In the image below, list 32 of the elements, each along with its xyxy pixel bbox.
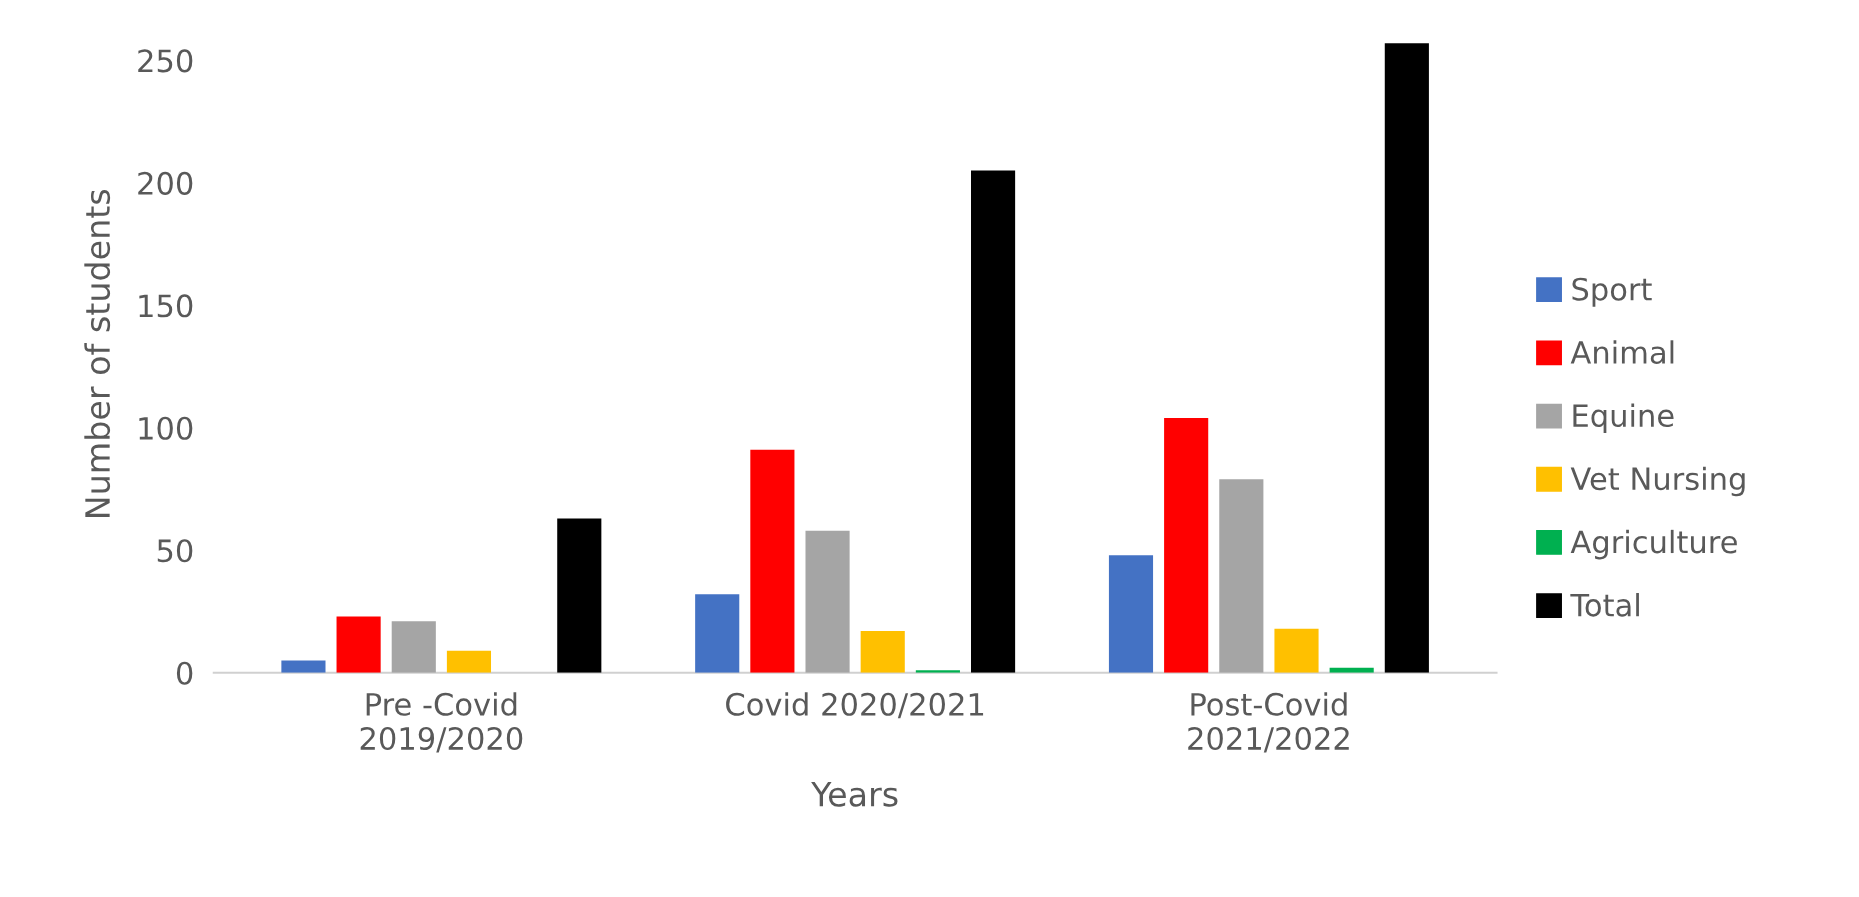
y-tick-label: 250 — [138, 49, 193, 73]
bar — [1219, 479, 1264, 673]
y-tick-label: 200 — [138, 171, 193, 195]
x-tick-label: Post-Covid 2021/2022 — [1188, 692, 1349, 753]
bar — [336, 616, 381, 673]
bar — [1384, 43, 1429, 673]
legend-label: Equine — [1573, 403, 1674, 434]
bar — [391, 621, 436, 673]
bar — [1164, 418, 1209, 673]
legend-label: Vet Nursing — [1570, 466, 1745, 497]
bar — [1274, 628, 1319, 673]
bar — [750, 449, 795, 673]
bar — [860, 631, 905, 673]
bar — [446, 650, 492, 673]
legend-label: Agriculture — [1570, 529, 1737, 560]
y-tick-label: 50 — [157, 539, 193, 563]
y-tick-label: 150 — [139, 294, 193, 318]
bar — [281, 660, 326, 673]
legend-label: Sport — [1572, 277, 1652, 307]
legend-label: Animal — [1570, 340, 1674, 364]
y-tick-label: 0 — [176, 661, 193, 685]
x-tick-label: Pre -Covid 2019/2020 — [360, 692, 523, 753]
y-axis-title: Number of students — [84, 189, 111, 518]
bar — [1108, 555, 1154, 673]
bar — [557, 518, 602, 673]
x-tick-label: Covid 2020/2021 — [726, 692, 984, 719]
bar — [971, 170, 1016, 673]
x-axis-title: Years — [811, 782, 898, 807]
bar — [805, 530, 850, 673]
bar — [695, 594, 740, 673]
legend-label: Total — [1570, 593, 1639, 617]
y-tick-label: 100 — [139, 416, 193, 440]
